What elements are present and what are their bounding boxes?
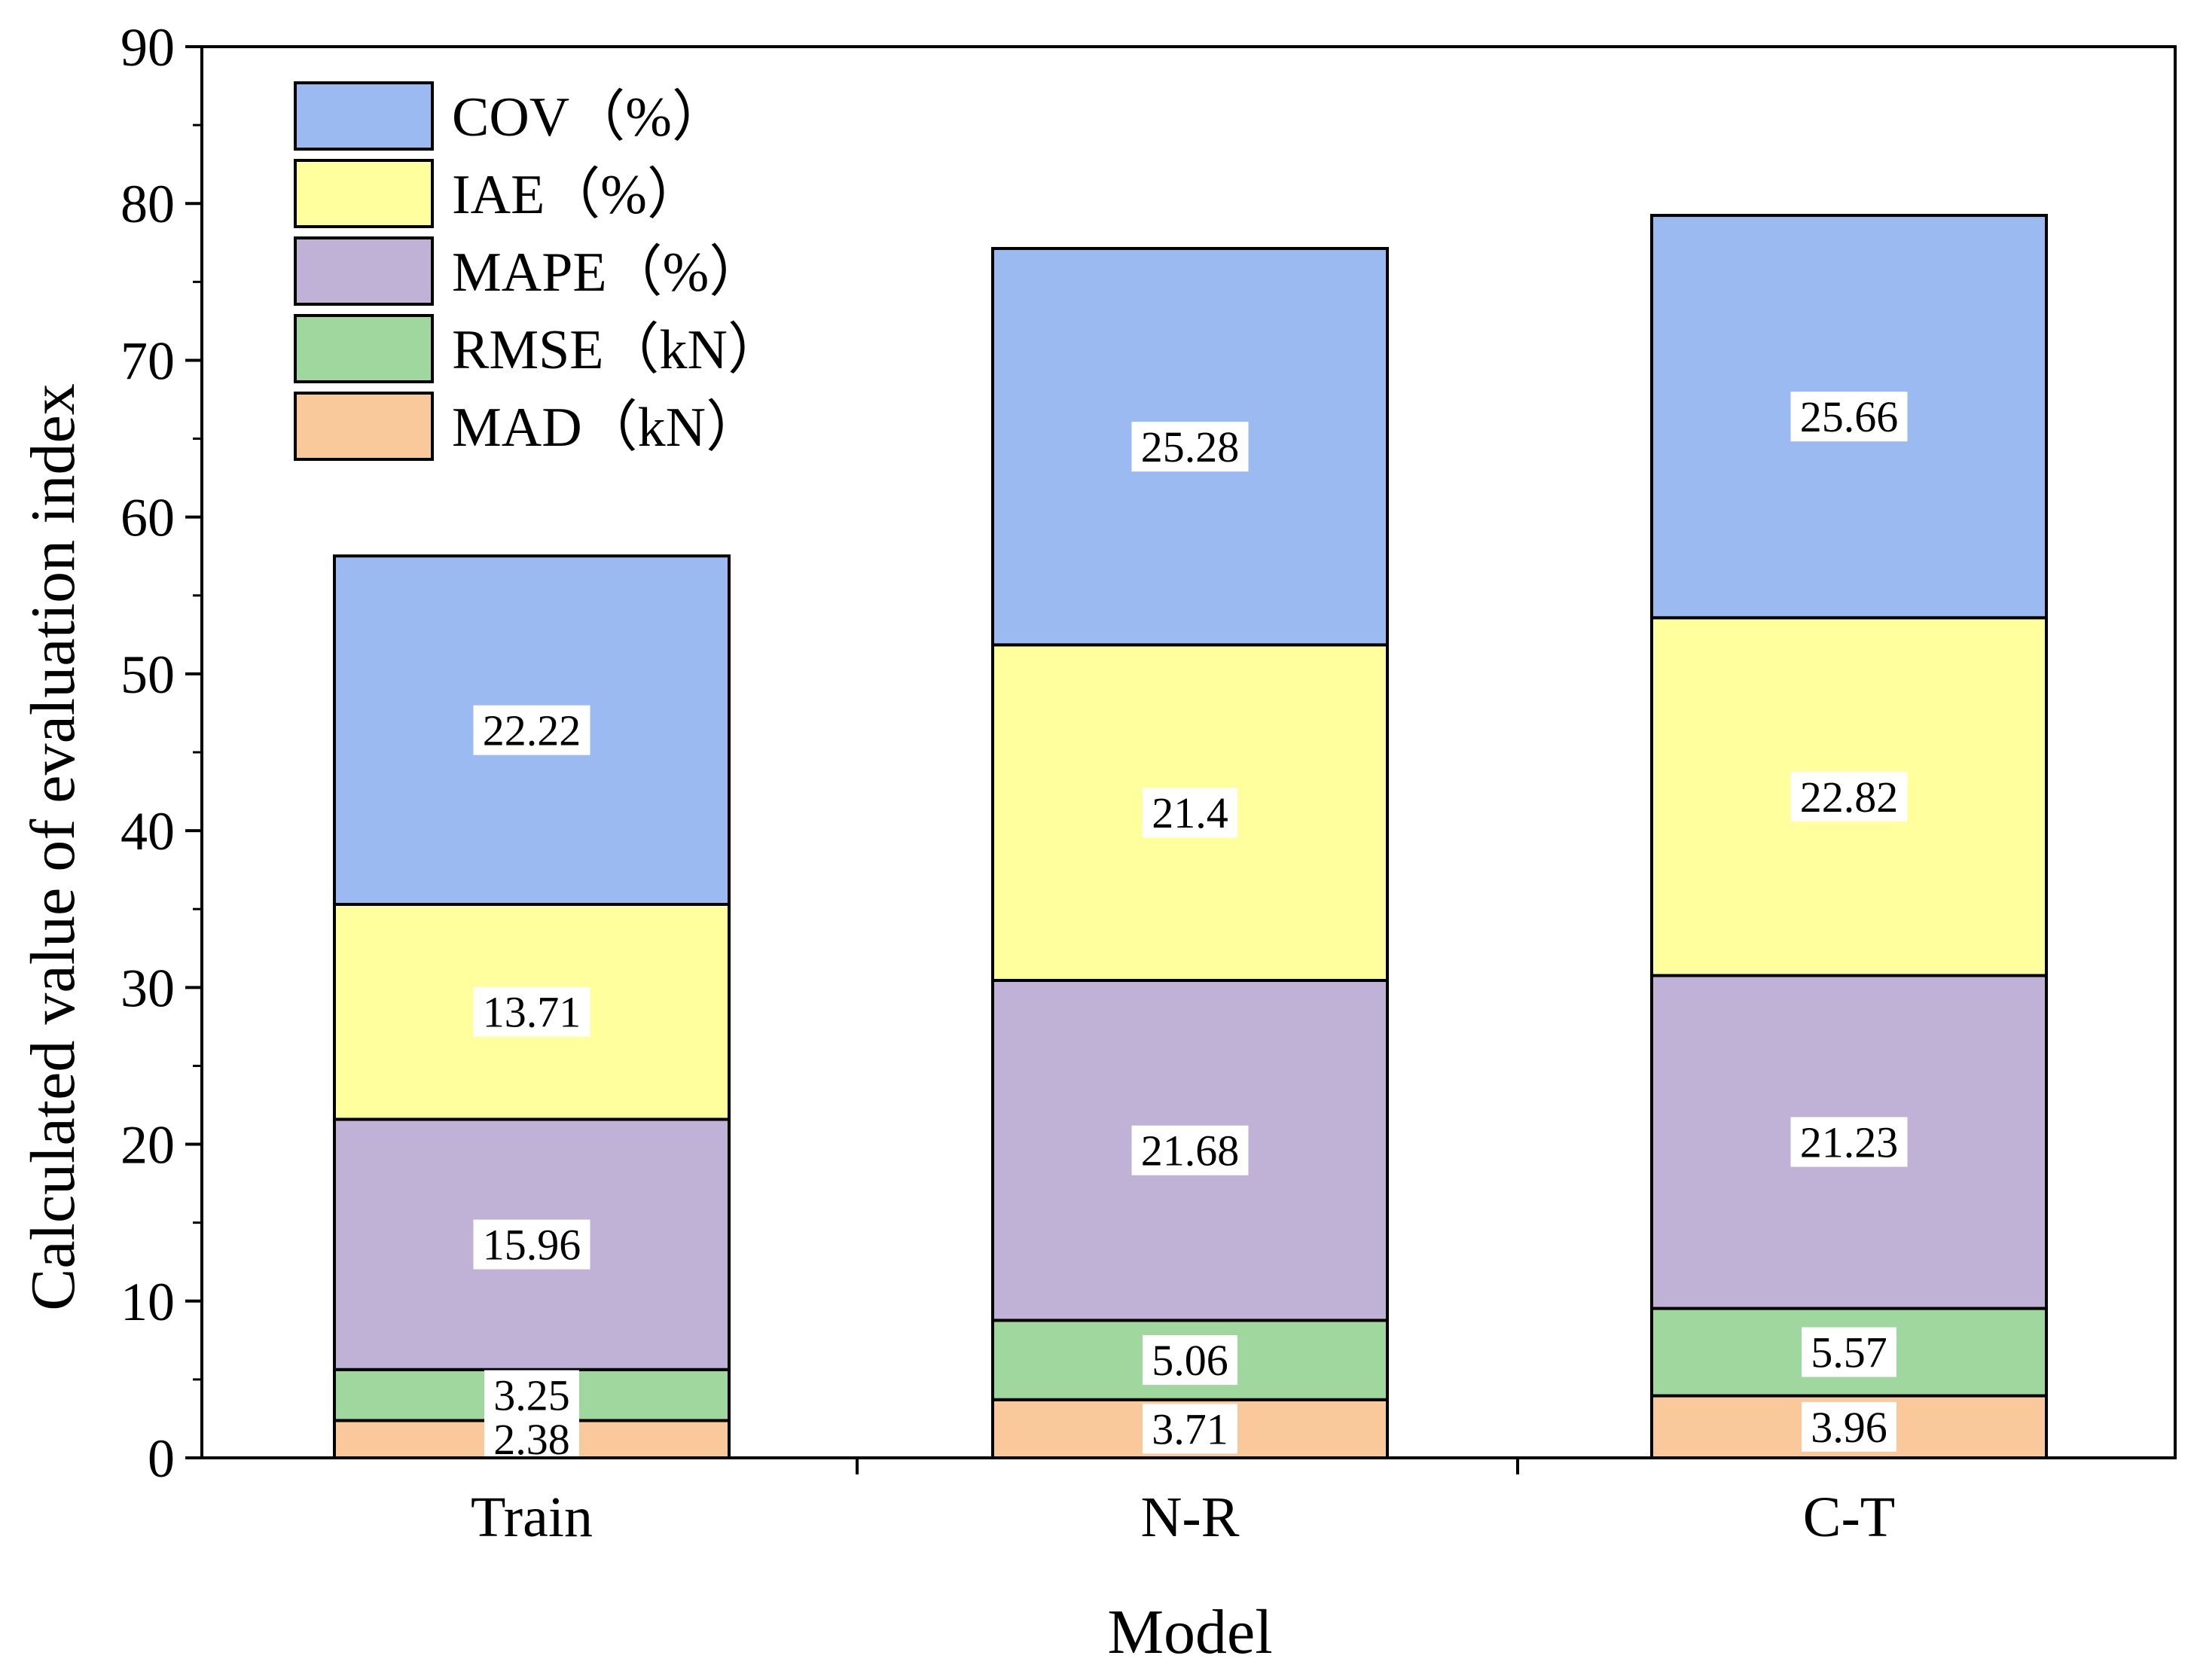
x-tick-label-train: Train xyxy=(471,1486,593,1549)
data-label-bg-train-iae xyxy=(473,986,590,1037)
y-tick-label-80: 80 xyxy=(121,174,175,234)
legend-swatch-mad-kn xyxy=(294,392,434,461)
y-axis-title: Calculated value of evaluation index xyxy=(18,383,88,1311)
legend: COV（%） IAE（%） MAPE（%） RMSE（kN） MAD（kN） xyxy=(294,81,783,461)
data-label-bg-c-t-rmse-kn xyxy=(1802,1327,1896,1377)
legend-swatch-cov xyxy=(294,81,434,151)
legend-swatch-iae xyxy=(294,159,434,228)
data-label-bg-train-mad-kn xyxy=(484,1414,579,1465)
data-label-train-mad-kn: 2.38 xyxy=(493,1415,570,1464)
y-tick-label-30: 30 xyxy=(121,958,175,1018)
data-label-bg-train-rmse-kn xyxy=(484,1370,579,1420)
data-label-n-r-iae: 21.4 xyxy=(1152,788,1228,837)
data-label-bg-train-mape xyxy=(473,1219,590,1270)
y-tick-label-40: 40 xyxy=(121,801,175,861)
y-tick-label-60: 60 xyxy=(121,488,175,548)
legend-label-cov: COV（%） xyxy=(452,87,728,148)
x-tick-label-c-t: C-T xyxy=(1803,1486,1895,1549)
legend-label-mape: MAPE（%） xyxy=(452,242,764,303)
y-tick-label-50: 50 xyxy=(121,645,175,705)
data-label-c-t-mad-kn: 3.96 xyxy=(1811,1403,1887,1452)
x-tick-label-n-r: N-R xyxy=(1141,1486,1240,1549)
legend-swatch-rmse-kn xyxy=(294,314,434,383)
legend-swatch-mape xyxy=(294,236,434,306)
legend-label-mad-kn: MAD（kN） xyxy=(452,397,761,459)
data-label-train-iae: 13.71 xyxy=(483,988,581,1037)
data-label-bg-n-r-cov xyxy=(1131,422,1249,472)
data-label-bg-c-t-mad-kn xyxy=(1802,1401,1896,1452)
y-tick-label-10: 10 xyxy=(121,1272,175,1332)
data-label-bg-n-r-mad-kn xyxy=(1143,1404,1237,1454)
y-tick-label-90: 90 xyxy=(121,17,175,78)
data-label-train-rmse-kn: 3.25 xyxy=(493,1371,570,1420)
data-label-bg-c-t-mape xyxy=(1790,1117,1908,1167)
x-axis-title: Model xyxy=(1107,1597,1272,1667)
data-label-train-mape: 15.96 xyxy=(483,1221,581,1270)
y-tick-label-0: 0 xyxy=(148,1428,175,1489)
data-labels-layer: 2.383.25 15.96 13.71 22.22 3.71 5.06 21.68 21.4… xyxy=(473,392,1908,1465)
data-label-bg-train-cov xyxy=(473,705,590,755)
data-label-bg-n-r-mape xyxy=(1131,1125,1249,1175)
data-label-c-t-iae: 22.82 xyxy=(1800,773,1899,822)
data-label-train-cov: 22.22 xyxy=(483,706,581,755)
data-label-bg-c-t-iae xyxy=(1790,771,1908,822)
legend-label-iae: IAE（%） xyxy=(452,164,703,226)
data-label-n-r-rmse-kn: 5.06 xyxy=(1152,1336,1228,1385)
data-label-c-t-rmse-kn: 5.57 xyxy=(1811,1328,1887,1377)
data-label-n-r-mape: 21.68 xyxy=(1141,1127,1240,1175)
axes-layer: 0 10 20 30 40 50 60 70 80 90 Train N-R C-T xyxy=(121,17,2177,1549)
data-label-bg-n-r-iae xyxy=(1143,788,1237,838)
data-label-bg-c-t-cov xyxy=(1790,392,1908,442)
data-label-bg-n-r-rmse-kn xyxy=(1143,1335,1237,1386)
legend-label-rmse-kn: RMSE（kN） xyxy=(452,319,783,381)
data-label-c-t-mape: 21.23 xyxy=(1800,1118,1899,1167)
data-label-c-t-cov: 25.66 xyxy=(1800,392,1899,441)
data-label-n-r-mad-kn: 3.71 xyxy=(1152,1404,1228,1453)
y-tick-label-70: 70 xyxy=(121,331,175,391)
data-label-n-r-cov: 25.28 xyxy=(1141,422,1240,471)
y-tick-label-20: 20 xyxy=(121,1115,175,1175)
